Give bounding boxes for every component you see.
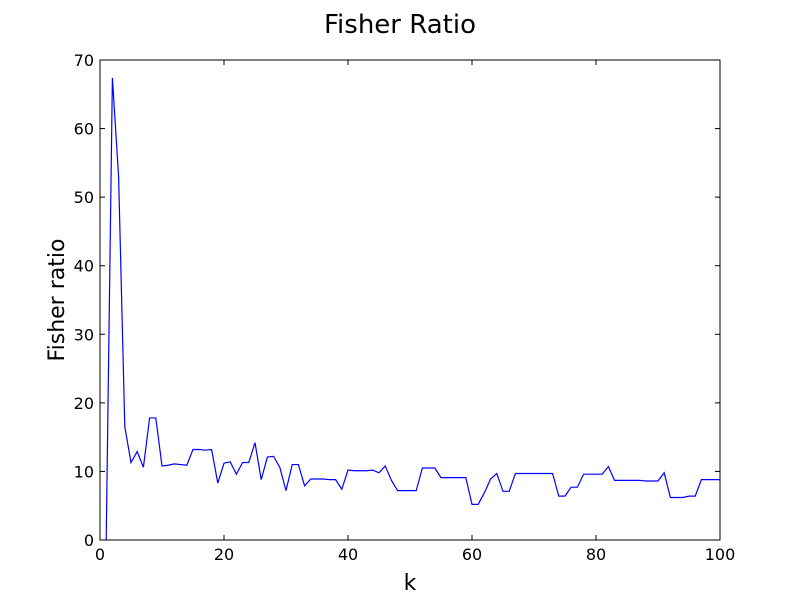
x-tick-label: 60 (462, 545, 482, 564)
y-tick-label: 50 (74, 188, 94, 207)
x-axis-label: k (404, 571, 417, 596)
x-tick-label: 0 (95, 545, 105, 564)
plot-area: 0 20 40 60 80 100 0 10 20 30 40 50 60 70 (74, 51, 736, 564)
x-tick-label: 20 (214, 545, 234, 564)
y-tick-label: 20 (74, 394, 94, 413)
x-tick-label: 40 (338, 545, 358, 564)
y-tick-label: 40 (74, 257, 94, 276)
y-tick-label: 10 (74, 462, 94, 481)
y-tick-label: 0 (84, 531, 94, 550)
x-tick-label: 80 (586, 545, 606, 564)
x-tick-label: 100 (705, 545, 736, 564)
chart-title: Fisher Ratio (324, 10, 476, 40)
series-line (105, 77, 720, 541)
y-axis-label: Fisher ratio (45, 239, 70, 362)
y-tick-label: 60 (74, 120, 94, 139)
y-tick-label: 30 (74, 325, 94, 344)
y-tick-label: 70 (74, 51, 94, 70)
plot-frame (99, 59, 721, 541)
